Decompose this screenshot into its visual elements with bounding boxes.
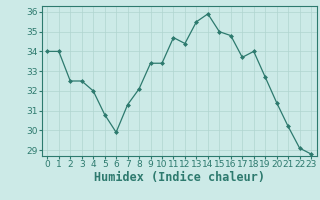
X-axis label: Humidex (Indice chaleur): Humidex (Indice chaleur): [94, 171, 265, 184]
